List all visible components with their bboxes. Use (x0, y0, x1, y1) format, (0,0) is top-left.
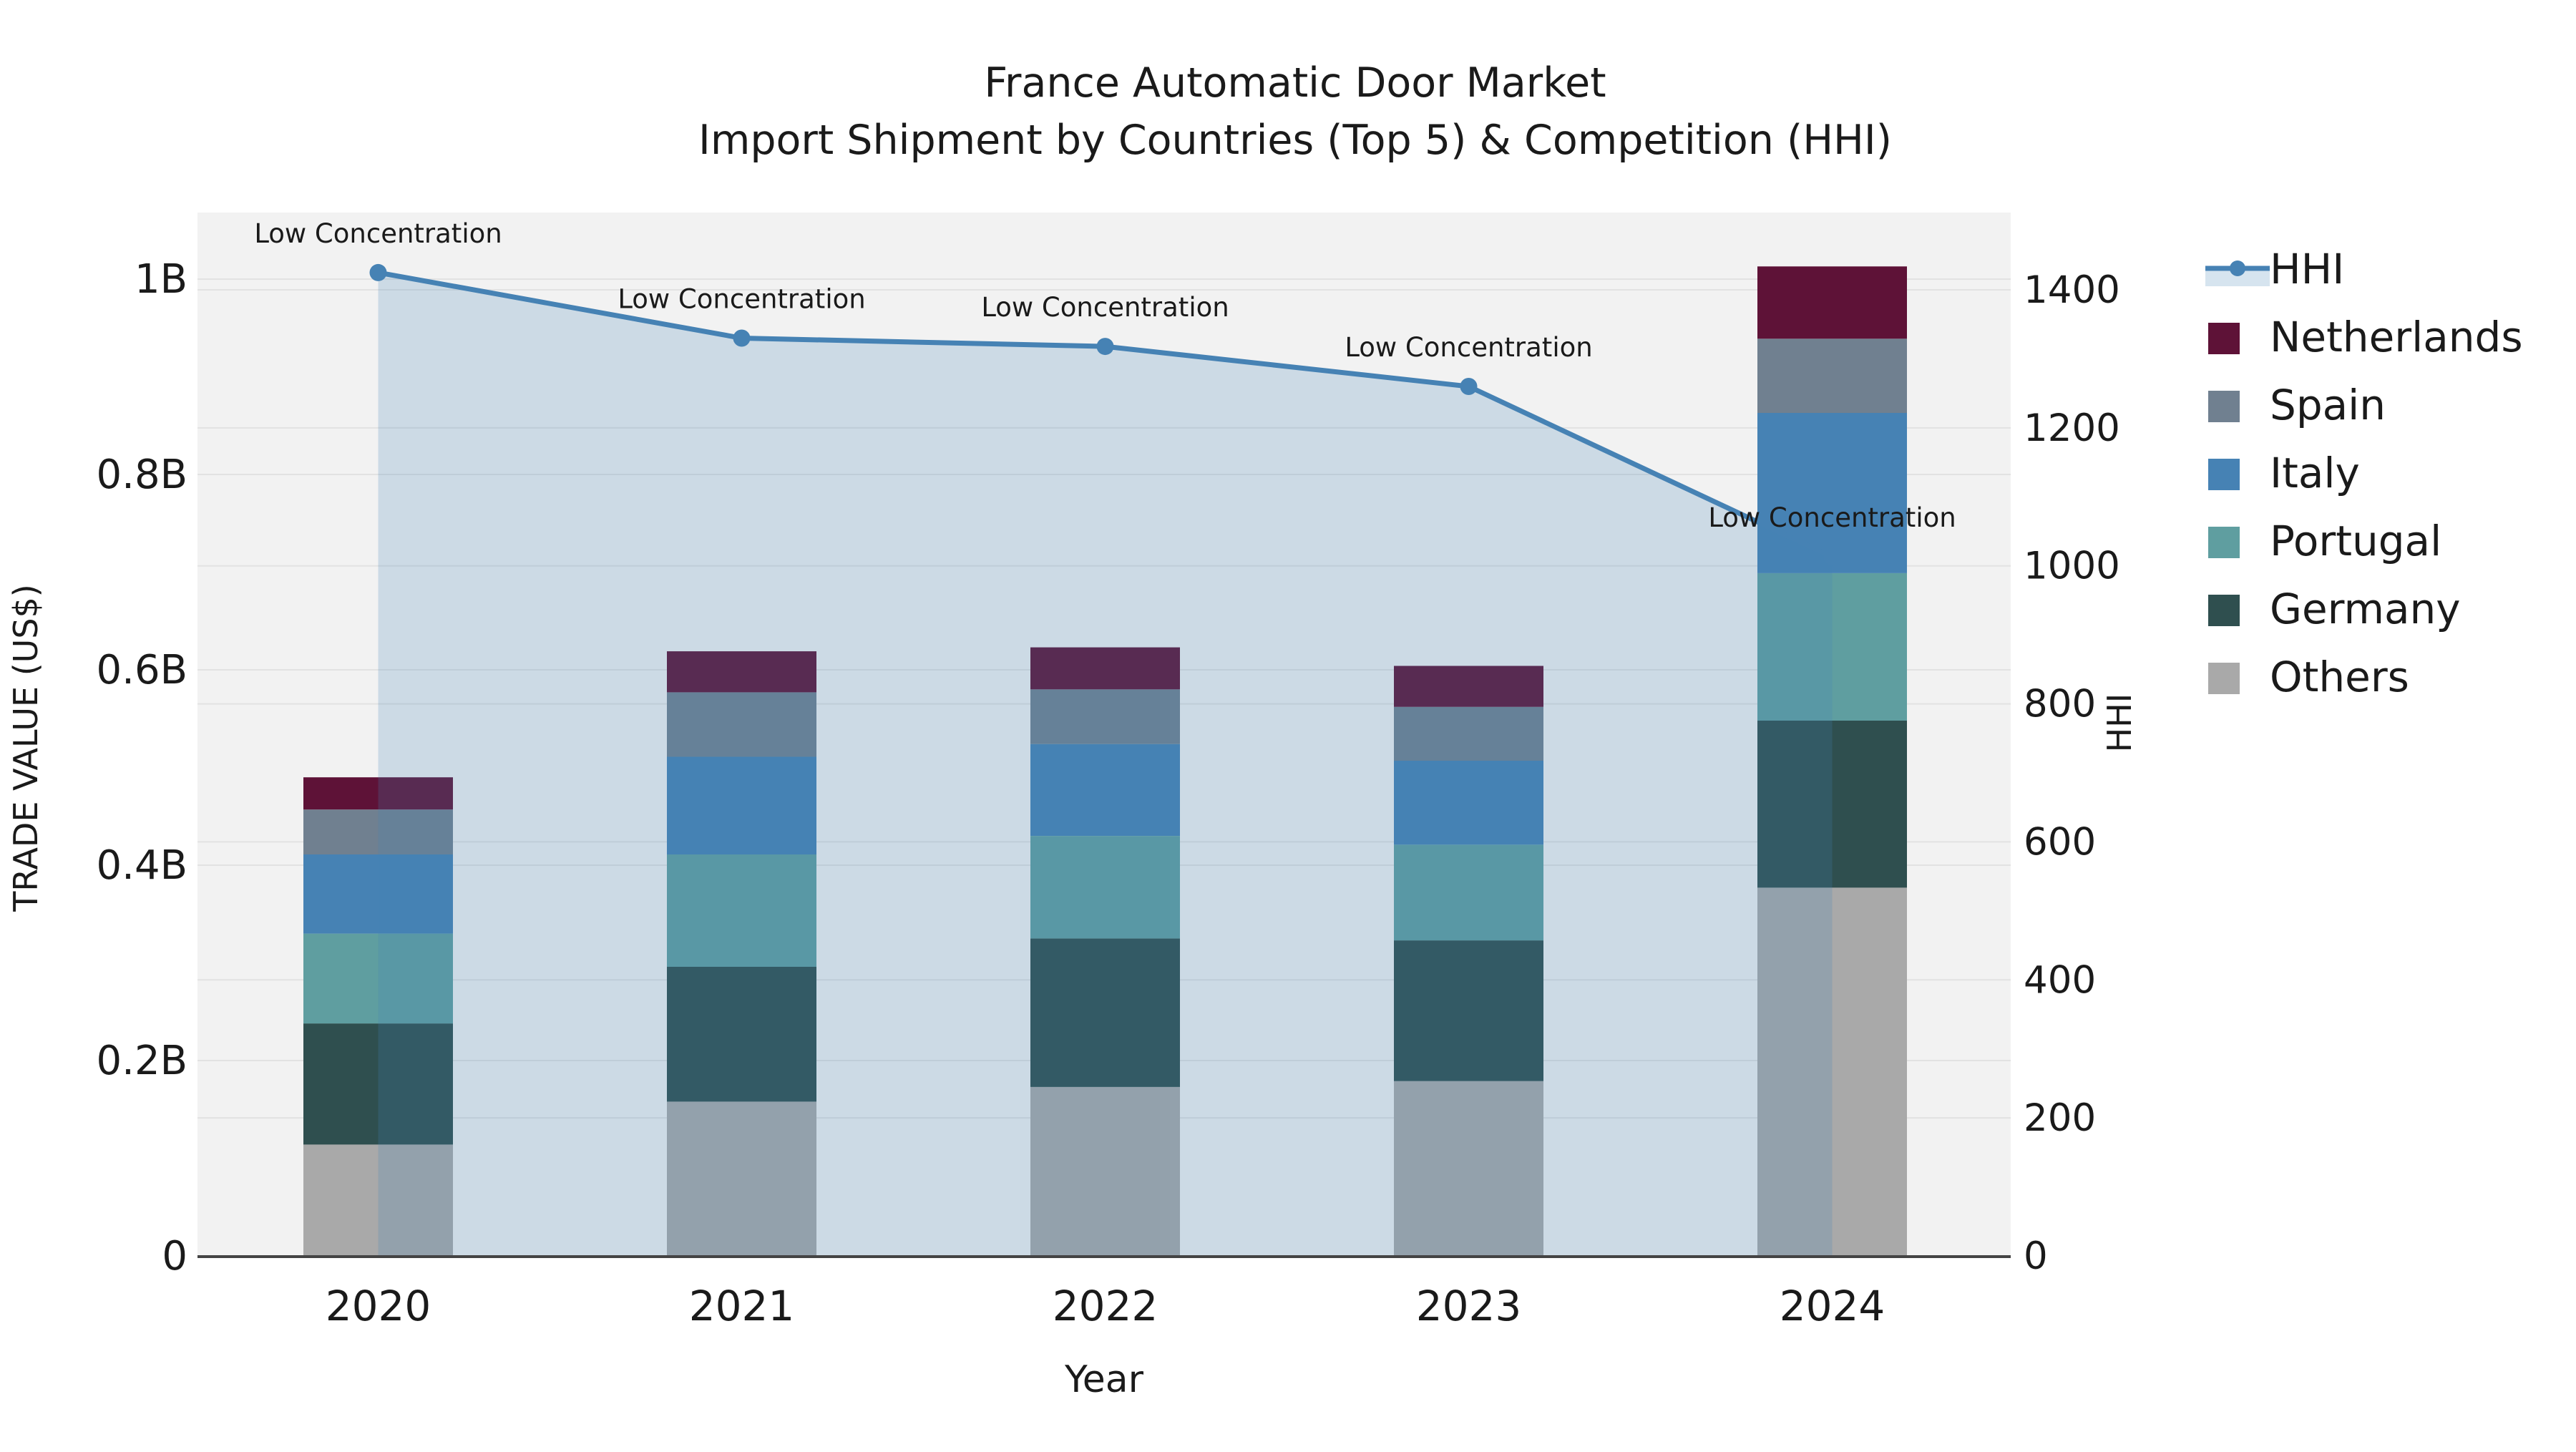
legend-label-hhi: HHI (2270, 245, 2344, 293)
y-tick-label-right: 800 (2024, 683, 2096, 726)
y-tick-label-left: 0.4B (97, 842, 187, 889)
hhi-annotation-2022: Low Concentration (981, 292, 1229, 323)
bar-segment-2020-portugal (303, 933, 453, 1024)
y-tick-label-right: 600 (2024, 820, 2096, 864)
legend-label-italy: Italy (2270, 449, 2360, 497)
x-tick-label-2020: 2020 (326, 1282, 431, 1330)
y-axis-label-right: HHI (2100, 693, 2139, 753)
y-tick-label-right: 0 (2024, 1234, 2048, 1278)
legend-swatch-netherlands (2208, 323, 2240, 354)
bar-segment-2024-netherlands (1757, 266, 1907, 339)
bar-segment-2024-others (1757, 887, 1907, 1256)
bar-segment-2023-italy (1394, 760, 1543, 845)
bar-segment-2022-portugal (1030, 836, 1180, 939)
x-axis-label: Year (1064, 1358, 1144, 1401)
legend-swatch-portugal (2208, 527, 2240, 558)
legend-item-hhi: HHI (2205, 245, 2344, 293)
bar-segment-2020-germany (303, 1023, 453, 1145)
legend-label-portugal: Portugal (2270, 517, 2441, 565)
legend-swatch-italy (2208, 459, 2240, 490)
bar-segment-2020-others (303, 1144, 453, 1256)
bar-segment-2021-portugal (667, 854, 816, 967)
bar-segment-2020-netherlands (303, 777, 453, 810)
legend-item-spain: Spain (2208, 381, 2386, 429)
bar-segment-2021-germany (667, 967, 816, 1102)
bar-segment-2023-portugal (1394, 844, 1543, 941)
bar-segment-2022-germany (1030, 938, 1180, 1087)
legend-label-others: Others (2270, 653, 2409, 701)
bar-segment-2022-spain (1030, 689, 1180, 744)
bar-segment-2021-spain (667, 692, 816, 757)
y-tick-label-left: 0 (162, 1233, 187, 1280)
x-tick-label-2021: 2021 (689, 1282, 795, 1330)
hhi-annotation-2021: Low Concentration (618, 284, 865, 315)
legend-swatch-spain (2208, 391, 2240, 422)
bar-segment-2024-italy (1757, 413, 1907, 573)
hhi-area (378, 272, 1833, 1256)
legend-item-germany: Germany (2208, 585, 2461, 633)
bar-segment-2022-netherlands (1030, 647, 1180, 690)
hhi-marker-2024 (1823, 548, 1841, 566)
y-tick-label-right: 200 (2024, 1096, 2096, 1140)
y-tick-label-right: 1000 (2024, 545, 2120, 588)
y-axis-label-left: TRADE VALUE (US$) (6, 584, 45, 912)
bar-segment-2020-spain (303, 809, 453, 854)
bar-segment-2021-italy (667, 756, 816, 854)
y-tick-label-left: 0.6B (97, 647, 187, 693)
y-tick-label-right: 1400 (2024, 268, 2120, 312)
x-tick-label-2023: 2023 (1416, 1282, 1522, 1330)
legend-label-germany: Germany (2270, 585, 2461, 633)
hhi-marker-2022 (1096, 338, 1114, 356)
hhi-annotation-2020: Low Concentration (254, 218, 502, 249)
legend-swatch-germany (2208, 595, 2240, 626)
legend-item-others: Others (2208, 653, 2409, 701)
y-tick-label-left: 0.2B (97, 1038, 187, 1084)
y-tick-label-left: 1B (135, 256, 187, 303)
legend-label-spain: Spain (2270, 381, 2386, 429)
x-tick-label-2024: 2024 (1780, 1282, 1885, 1330)
legend-hhi-marker-swatch (2230, 260, 2245, 276)
legend-item-italy: Italy (2208, 449, 2360, 497)
bar-segment-2023-germany (1394, 940, 1543, 1081)
bar-segment-2020-italy (303, 854, 453, 934)
bar-segment-2021-netherlands (667, 651, 816, 693)
legend-item-portugal: Portugal (2208, 517, 2441, 565)
hhi-annotation-2024: Low Concentration (1708, 502, 1956, 533)
x-tick-label-2022: 2022 (1053, 1282, 1158, 1330)
legend-label-netherlands: Netherlands (2270, 313, 2523, 361)
chart-title-line2: Import Shipment by Countries (Top 5) & C… (698, 117, 1892, 164)
y-tick-label-right: 400 (2024, 958, 2096, 1002)
bar-segment-2022-italy (1030, 744, 1180, 836)
hhi-annotation-2023: Low Concentration (1345, 332, 1592, 363)
y-tick-label-left: 0.8B (97, 452, 187, 498)
bar-segment-2023-netherlands (1394, 666, 1543, 707)
bar-segment-2023-others (1394, 1081, 1543, 1256)
bar-segment-2022-others (1030, 1086, 1180, 1256)
y-tick-label-right: 1200 (2024, 406, 2120, 450)
chart-title-line1: France Automatic Door Market (984, 59, 1606, 107)
bar-segment-2024-portugal (1757, 572, 1907, 721)
bar-segment-2023-spain (1394, 706, 1543, 761)
bar-segment-2024-germany (1757, 721, 1907, 888)
hhi-marker-2021 (733, 329, 751, 347)
bar-segment-2024-spain (1757, 338, 1907, 413)
hhi-marker-2023 (1460, 378, 1478, 395)
bar-segment-2021-others (667, 1101, 816, 1256)
hhi-marker-2020 (369, 263, 387, 281)
legend-swatch-others (2208, 663, 2240, 694)
legend-item-netherlands: Netherlands (2208, 313, 2523, 361)
